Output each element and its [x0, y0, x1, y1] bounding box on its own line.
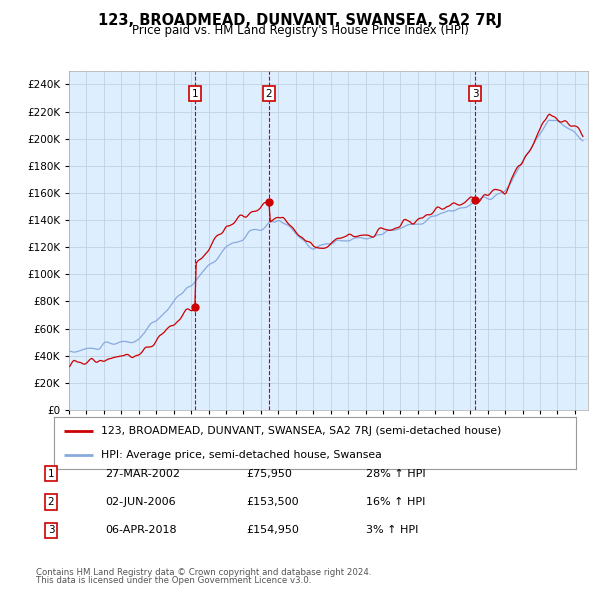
Text: 1: 1 [191, 89, 198, 99]
Text: 2: 2 [47, 497, 55, 507]
Text: 3: 3 [472, 89, 479, 99]
Text: 123, BROADMEAD, DUNVANT, SWANSEA, SA2 7RJ (semi-detached house): 123, BROADMEAD, DUNVANT, SWANSEA, SA2 7R… [101, 426, 502, 436]
Text: Contains HM Land Registry data © Crown copyright and database right 2024.: Contains HM Land Registry data © Crown c… [36, 568, 371, 577]
Text: 3% ↑ HPI: 3% ↑ HPI [366, 526, 418, 535]
Text: 16% ↑ HPI: 16% ↑ HPI [366, 497, 425, 507]
Text: £153,500: £153,500 [246, 497, 299, 507]
Text: This data is licensed under the Open Government Licence v3.0.: This data is licensed under the Open Gov… [36, 576, 311, 585]
Text: 27-MAR-2002: 27-MAR-2002 [105, 469, 180, 478]
Text: £75,950: £75,950 [246, 469, 292, 478]
Text: Price paid vs. HM Land Registry's House Price Index (HPI): Price paid vs. HM Land Registry's House … [131, 24, 469, 37]
Text: 2: 2 [266, 89, 272, 99]
Text: 28% ↑ HPI: 28% ↑ HPI [366, 469, 425, 478]
Text: £154,950: £154,950 [246, 526, 299, 535]
Text: 3: 3 [47, 526, 55, 535]
Text: 06-APR-2018: 06-APR-2018 [105, 526, 176, 535]
Text: 02-JUN-2006: 02-JUN-2006 [105, 497, 176, 507]
Text: 1: 1 [47, 469, 55, 478]
Text: HPI: Average price, semi-detached house, Swansea: HPI: Average price, semi-detached house,… [101, 450, 382, 460]
Text: 123, BROADMEAD, DUNVANT, SWANSEA, SA2 7RJ: 123, BROADMEAD, DUNVANT, SWANSEA, SA2 7R… [98, 13, 502, 28]
